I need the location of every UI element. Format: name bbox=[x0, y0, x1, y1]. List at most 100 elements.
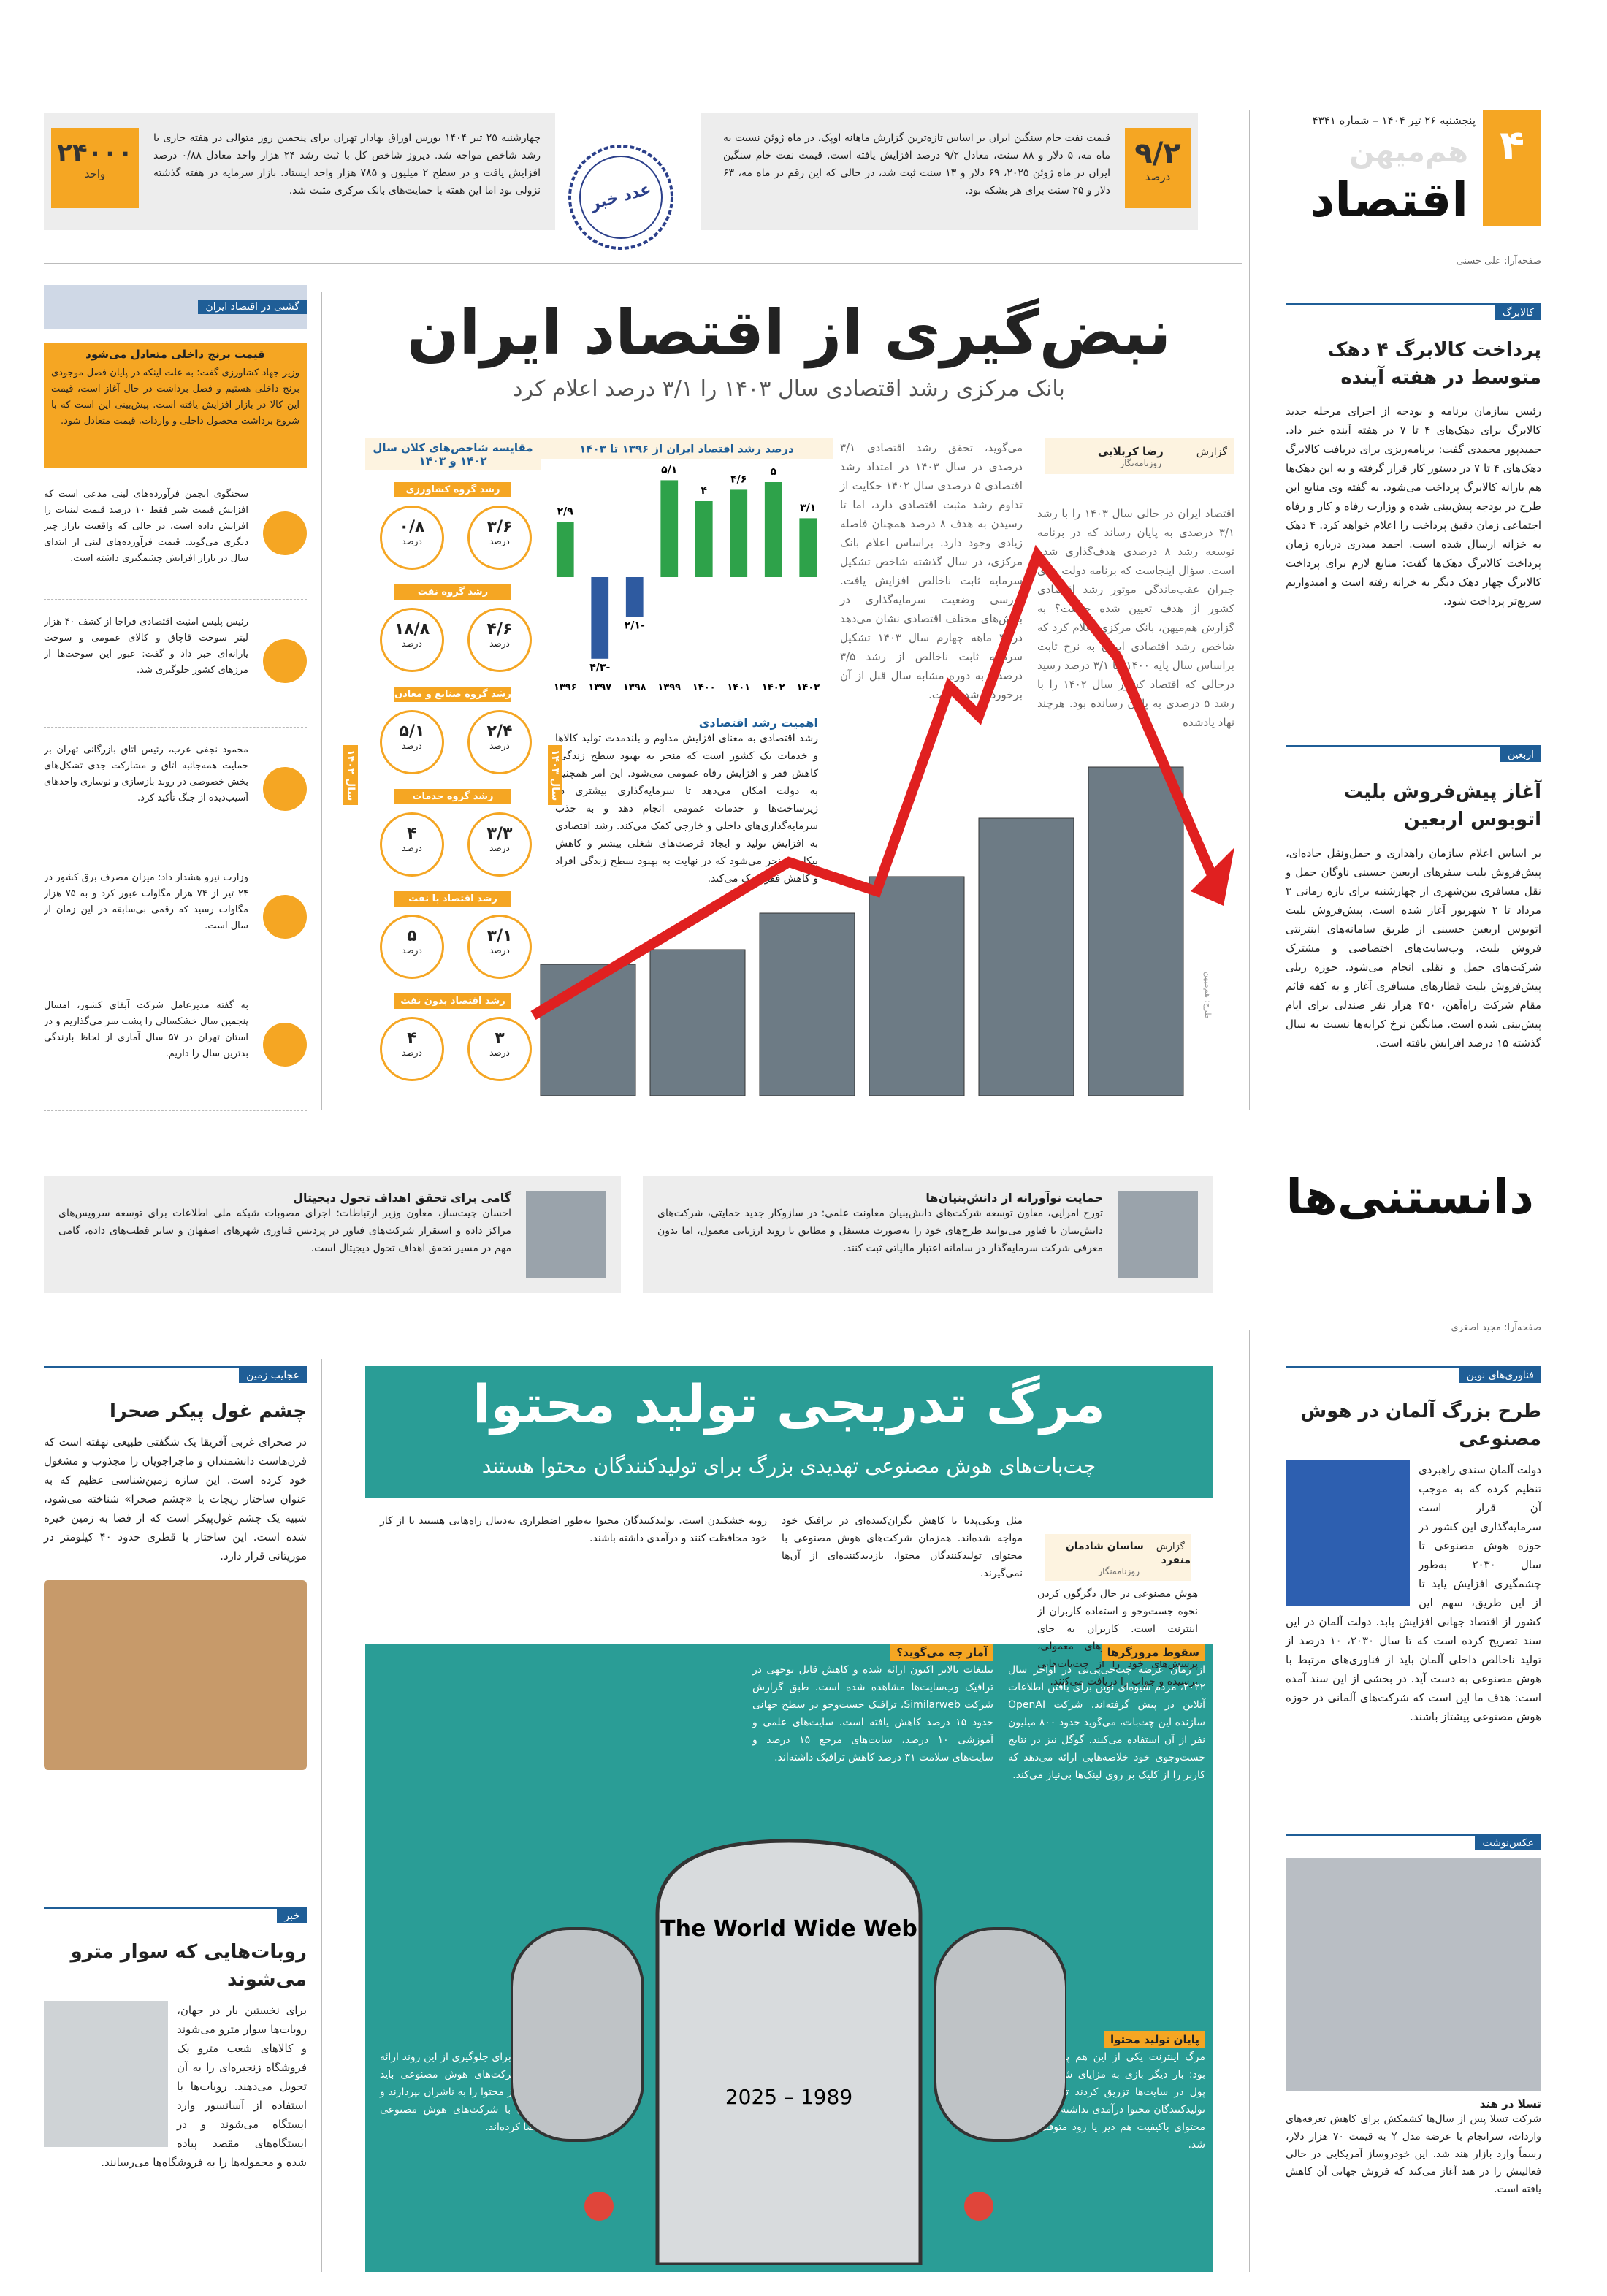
body-text: تبلیغات بالاتر اکنون ارائه شده و کاهش قا… bbox=[752, 1664, 993, 1763]
cell-value: ۴ bbox=[407, 1029, 417, 1048]
body-text: در صحرای غربی آفریقا یک شگفتی طبیعی نهفت… bbox=[44, 1435, 307, 1563]
section-title: سقوط مرورگرها bbox=[1101, 1644, 1205, 1661]
digest-item: رئیس پلیس امنیت اقتصادی فراجا از کشف ۴۰ … bbox=[44, 610, 307, 728]
year-label: سال ۱۴۰۲ bbox=[343, 745, 358, 806]
value-circle: ۴ درصد bbox=[380, 1017, 444, 1081]
year-label: سال ۱۴۰۳ bbox=[548, 745, 562, 806]
body-text: روبه خشکیدن است. تولیدکنندگان محتوا به‌ط… bbox=[380, 1515, 767, 1544]
row-label: رشد گروه کشاورزی bbox=[394, 482, 511, 497]
body-text: رشد اقتصادی به معنای افزایش مداوم و بلند… bbox=[555, 733, 818, 885]
cell-unit: درصد bbox=[489, 1048, 510, 1058]
bar bbox=[591, 577, 609, 659]
value-circle: ۳ درصد bbox=[467, 1017, 532, 1081]
growth-chart: درصد رشد اقتصاد ایران از ۱۳۹۶ تا ۱۴۰۳ ۲/… bbox=[541, 438, 833, 693]
cell-value: ۰/۸ bbox=[399, 518, 425, 536]
paper-name: هم‌میهن bbox=[1349, 135, 1468, 169]
cell-value: ۵ bbox=[407, 927, 417, 945]
stat-value: ۹/۲ bbox=[1134, 137, 1181, 170]
category-label: ۱۴۰۱ bbox=[727, 682, 750, 693]
value-label: ۳/۱ bbox=[800, 502, 816, 514]
category-label: ۱۳۹۶ bbox=[554, 682, 577, 693]
cell-value: ۳/۶ bbox=[486, 518, 513, 536]
byline: گزارش ساسان شادمان منفرد روزنامه‌نگار bbox=[1045, 1534, 1191, 1581]
digest-item: به گفته مدیرعامل شرکت آبفای کشور، امسال … bbox=[44, 993, 307, 1111]
value-circle: ۳/۶ درصد bbox=[467, 506, 532, 570]
stat-text: قیمت نفت خام سنگین ایران بر اساس تازه‌تر… bbox=[723, 132, 1111, 197]
arrow-head bbox=[1191, 847, 1234, 906]
body-text: هوش مصنوعی در حال دگرگون کردن نحوه جست‌و… bbox=[1037, 1588, 1198, 1687]
digest-item: سخنگوی انجمن فرآورده‌های لبنی مدعی است ک… bbox=[44, 482, 307, 600]
issue-date: پنجشنبه ۲۶ تیر ۱۴۰۴ – شماره ۴۳۴۱ bbox=[1312, 114, 1476, 127]
box-content: حمایت نوآورانه از دانش‌بنیان‌ها تورج امر… bbox=[657, 1191, 1103, 1257]
news-box: گامی برای تحقق اهداف تحول دیجیتال احسان … bbox=[44, 1176, 621, 1293]
cell-unit: درصد bbox=[489, 536, 510, 546]
kicker: گزارش bbox=[1196, 446, 1227, 458]
box-title: اهمیت رشد اقتصادی bbox=[698, 716, 818, 730]
headline: پرداخت کالابرگ ۴ دهک متوسط در هفته آینده bbox=[1327, 339, 1541, 389]
box-title: حمایت نوآورانه از دانش‌بنیان‌ها bbox=[925, 1191, 1103, 1205]
item-icon bbox=[263, 511, 307, 555]
cell-value: ۳/۱ bbox=[486, 927, 513, 945]
news-box: حمایت نوآورانه از دانش‌بنیان‌ها تورج امر… bbox=[643, 1176, 1213, 1293]
kicker: عجایب زمین bbox=[239, 1368, 307, 1383]
category-label: ۱۴۰۰ bbox=[692, 682, 716, 693]
body-text: به گفته مدیرعامل شرکت آبفای کشور، امسال … bbox=[44, 1000, 248, 1059]
illustration bbox=[530, 544, 1234, 1096]
value-label: -۴/۳ bbox=[589, 662, 610, 674]
stat-unit: واحد bbox=[84, 167, 106, 180]
cell-unit: درصد bbox=[489, 741, 510, 751]
tombstone-title: The World Wide Web bbox=[660, 1916, 917, 1942]
category-label: ۱۴۰۲ bbox=[762, 682, 785, 693]
headline: طرح بزرگ آلمان در هوش مصنوعی bbox=[1300, 1400, 1541, 1450]
stat-badge: ۹/۲ درصد bbox=[1125, 128, 1191, 208]
body-text: می‌گوید، تحقق رشد اقتصادی ۳/۱ درصدی در س… bbox=[840, 441, 1023, 701]
author-role: روزنامه‌نگار bbox=[1098, 1566, 1140, 1576]
photo bbox=[44, 2001, 168, 2147]
body-text: مثل ویکی‌پدیا با کاهش نگران‌کننده‌ای در … bbox=[782, 1515, 1023, 1579]
row-label: رشد گروه نفت bbox=[394, 584, 511, 600]
tombstone-years: 1989 – 2025 bbox=[725, 2085, 852, 2109]
trend-arrow bbox=[530, 544, 1218, 1021]
body-text: وزارت نیرو هشدار داد: میزان مصرف برق کشو… bbox=[44, 872, 248, 931]
tombstone-illustration: The World Wide Web 1989 – 2025 bbox=[511, 1839, 1066, 2265]
item-icon bbox=[263, 639, 307, 683]
cell-value: ۵/۱ bbox=[399, 722, 425, 741]
story: عجایب زمین چشم غول پیکر صحرا در صحرای غر… bbox=[44, 1366, 307, 1770]
cell-unit: درصد bbox=[402, 638, 422, 649]
stat-badge: ۲۴۰۰۰ واحد bbox=[51, 128, 139, 208]
bar bbox=[799, 518, 817, 577]
cell-value: ۲/۴ bbox=[486, 722, 513, 741]
cell-value: ۱۸/۸ bbox=[394, 620, 430, 638]
body-text: رئیس پلیس امنیت اقتصادی فراجا از کشف ۴۰ … bbox=[44, 617, 248, 676]
stat-box: ۹/۲ درصد قیمت نفت خام سنگین ایران بر اسا… bbox=[701, 113, 1198, 230]
digest-item: محمود نجفی عرب، رئیس اتاق بازرگانی تهران… bbox=[44, 738, 307, 855]
body-text: احسان چیت‌ساز، معاون وزیر ارتباطات: اجرا… bbox=[58, 1208, 511, 1254]
value-circle: ۳/۱ درصد bbox=[467, 915, 532, 979]
comparison-table: مقایسه شاخص‌های کلان سال ۱۴۰۲ و ۱۴۰۳ سال… bbox=[343, 438, 562, 1096]
cell-unit: درصد bbox=[489, 638, 510, 649]
feature-title: مرگ تدریجی تولید محتوا bbox=[472, 1373, 1105, 1435]
cell-unit: درصد bbox=[402, 536, 422, 546]
value-circle: ۳/۳ درصد bbox=[467, 812, 532, 877]
item-icon bbox=[263, 895, 307, 939]
section-name: اقتصاد bbox=[1310, 172, 1468, 228]
bar bbox=[625, 577, 644, 617]
section: آمار چه می‌گوید؟ تبلیغات بالاتر اکنون ارا… bbox=[752, 1644, 993, 1766]
bar bbox=[556, 522, 574, 577]
table-title: مقایسه شاخص‌های کلان سال ۱۴۰۲ و ۱۴۰۳ bbox=[365, 438, 541, 470]
chart-title: درصد رشد اقتصاد ایران از ۱۳۹۶ تا ۱۴۰۳ bbox=[579, 443, 794, 456]
section-name: دانستنی‌ها bbox=[1286, 1169, 1534, 1225]
kicker: اربعین bbox=[1500, 747, 1541, 762]
portrait bbox=[1118, 1191, 1198, 1278]
headline: چشم غول پیکر صحرا bbox=[110, 1400, 307, 1422]
value-circle: ۲/۴ درصد bbox=[467, 710, 532, 774]
bar bbox=[730, 489, 748, 577]
tombstone-title: The World Wide Web bbox=[660, 1916, 917, 1942]
cell-unit: درصد bbox=[402, 843, 422, 853]
row-label: رشد اقتصاد بدون نفت bbox=[394, 993, 511, 1009]
photo bbox=[1286, 1858, 1541, 2091]
stat-box: چهارشنبه ۲۵ تیر ۱۴۰۴ بورس اوراق بهادار ت… bbox=[44, 113, 555, 230]
designer: صفحه‌آرا: علی حسنی bbox=[1456, 256, 1541, 267]
cell-unit: درصد bbox=[402, 741, 422, 751]
